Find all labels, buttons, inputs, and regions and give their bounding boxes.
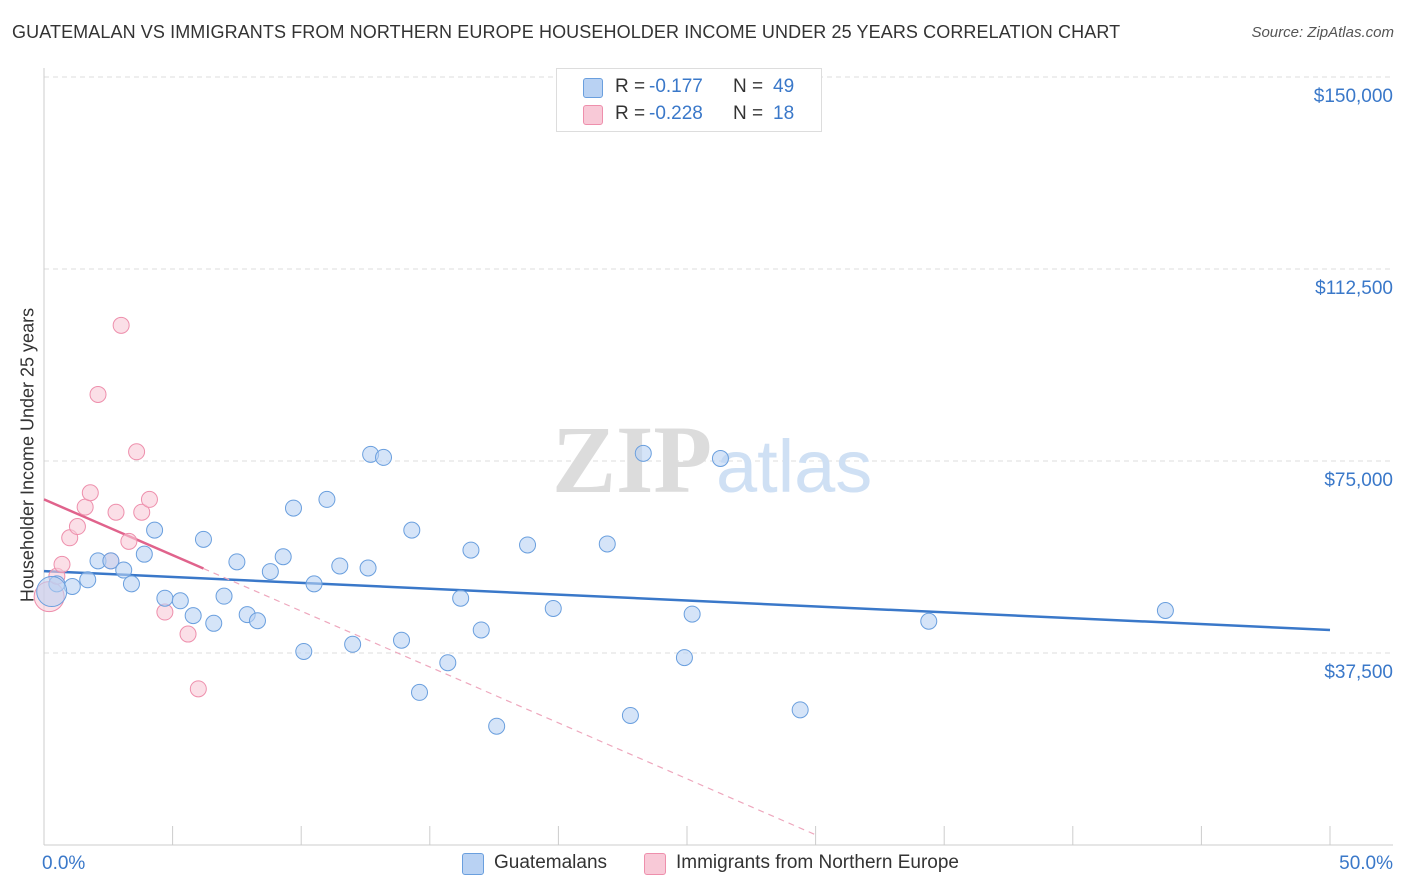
- point-guatemalans: [403, 521, 421, 539]
- chart-source: Source: ZipAtlas.com: [1251, 24, 1394, 41]
- point-guatemalans: [393, 631, 411, 649]
- point-guatemalans: [261, 563, 279, 581]
- legend-swatch-pink: [583, 105, 603, 125]
- point-guatemalans: [375, 448, 393, 466]
- legend-swatch-northern-europe: [644, 853, 666, 875]
- point-guatemalans: [156, 589, 174, 607]
- legend-r-value: -0.228: [649, 103, 703, 124]
- legend-r-label: R =: [615, 76, 646, 97]
- axes: [43, 68, 1393, 846]
- point-northern-europe: [112, 316, 130, 334]
- point-guatemalans: [344, 635, 362, 653]
- point-guatemalans: [711, 449, 729, 467]
- point-guatemalans: [675, 649, 693, 667]
- point-guatemalans: [79, 571, 97, 589]
- point-guatemalans: [184, 607, 202, 625]
- point-guatemalans: [284, 499, 302, 517]
- point-northern-europe: [107, 503, 125, 521]
- y-tick-label: $112,500: [1315, 278, 1393, 299]
- point-guatemalans: [36, 576, 68, 608]
- point-guatemalans: [439, 654, 457, 672]
- point-guatemalans: [146, 521, 164, 539]
- x-tick-label: 50.0%: [1339, 853, 1393, 874]
- y-tick-label: $75,000: [1324, 470, 1393, 491]
- series-legend: Guatemalans Immigrants from Northern Eur…: [0, 852, 1406, 878]
- point-guatemalans: [102, 552, 120, 570]
- point-northern-europe: [140, 490, 158, 508]
- point-guatemalans: [331, 557, 349, 575]
- point-guatemalans: [274, 548, 292, 566]
- data-points: [33, 316, 1174, 735]
- point-northern-europe: [81, 484, 99, 502]
- watermark-atlas: atlas: [716, 425, 872, 508]
- gridlines: [44, 76, 1393, 654]
- point-northern-europe: [89, 385, 107, 403]
- point-northern-europe: [133, 503, 151, 521]
- legend-r-label: R =: [615, 103, 646, 124]
- point-guatemalans: [683, 605, 701, 623]
- point-northern-europe: [128, 443, 146, 461]
- watermark: ZIP atlas: [552, 406, 872, 513]
- point-northern-europe: [179, 625, 197, 643]
- trend-lines: [43, 498, 1331, 836]
- point-northern-europe: [120, 532, 138, 550]
- point-guatemalans: [544, 599, 562, 617]
- point-guatemalans: [452, 589, 470, 607]
- y-tick-label: $37,500: [1324, 662, 1393, 683]
- y-tick-label: $150,000: [1314, 86, 1393, 107]
- point-guatemalans: [228, 553, 246, 571]
- point-guatemalans: [318, 490, 336, 508]
- point-guatemalans: [598, 535, 616, 553]
- point-guatemalans: [122, 575, 140, 593]
- trend-line: [43, 498, 204, 570]
- x-tick-label: 0.0%: [42, 853, 85, 874]
- point-guatemalans: [305, 575, 323, 593]
- point-guatemalans: [920, 612, 938, 630]
- chart-title: GUATEMALAN VS IMMIGRANTS FROM NORTHERN E…: [12, 22, 1121, 42]
- point-guatemalans: [135, 545, 153, 563]
- point-guatemalans: [472, 621, 490, 639]
- point-guatemalans: [215, 587, 233, 605]
- point-northern-europe: [76, 498, 94, 516]
- legend-n-label: N =: [733, 76, 764, 97]
- point-guatemalans: [248, 612, 266, 630]
- point-guatemalans: [488, 717, 506, 735]
- point-guatemalans: [411, 683, 429, 701]
- tick-labels: $37,500 $75,000 $112,500 $150,000 0.0% 50.0%: [42, 86, 1393, 874]
- stats-legend: R = -0.177 N = 49 R = -0.228 N = 18: [556, 68, 822, 132]
- legend-n-value: 49: [773, 76, 795, 97]
- point-guatemalans: [634, 444, 652, 462]
- legend-swatch-guatemalans: [462, 853, 484, 875]
- point-guatemalans: [1156, 602, 1174, 620]
- point-guatemalans: [205, 614, 223, 632]
- point-guatemalans: [171, 592, 189, 610]
- legend-label-guatemalans: Guatemalans: [494, 852, 608, 873]
- trend-line: [43, 569, 1331, 632]
- legend-n-label: N =: [733, 103, 764, 124]
- point-northern-europe: [189, 680, 207, 698]
- legend-swatch-blue: [583, 78, 603, 98]
- point-guatemalans: [295, 642, 313, 660]
- point-guatemalans: [115, 561, 133, 579]
- trend-line-extension: [203, 567, 816, 836]
- watermark-zip: ZIP: [552, 406, 712, 513]
- legend-r-value: -0.177: [649, 76, 703, 97]
- point-guatemalans: [359, 559, 377, 577]
- point-guatemalans: [791, 701, 809, 719]
- point-guatemalans: [519, 536, 537, 554]
- point-guatemalans: [194, 530, 212, 548]
- legend-n-value: 18: [773, 103, 795, 124]
- legend-label-northern-europe: Immigrants from Northern Europe: [676, 852, 959, 873]
- point-guatemalans: [621, 706, 639, 724]
- point-northern-europe: [68, 518, 86, 536]
- point-northern-europe: [53, 555, 71, 573]
- point-guatemalans: [462, 541, 480, 559]
